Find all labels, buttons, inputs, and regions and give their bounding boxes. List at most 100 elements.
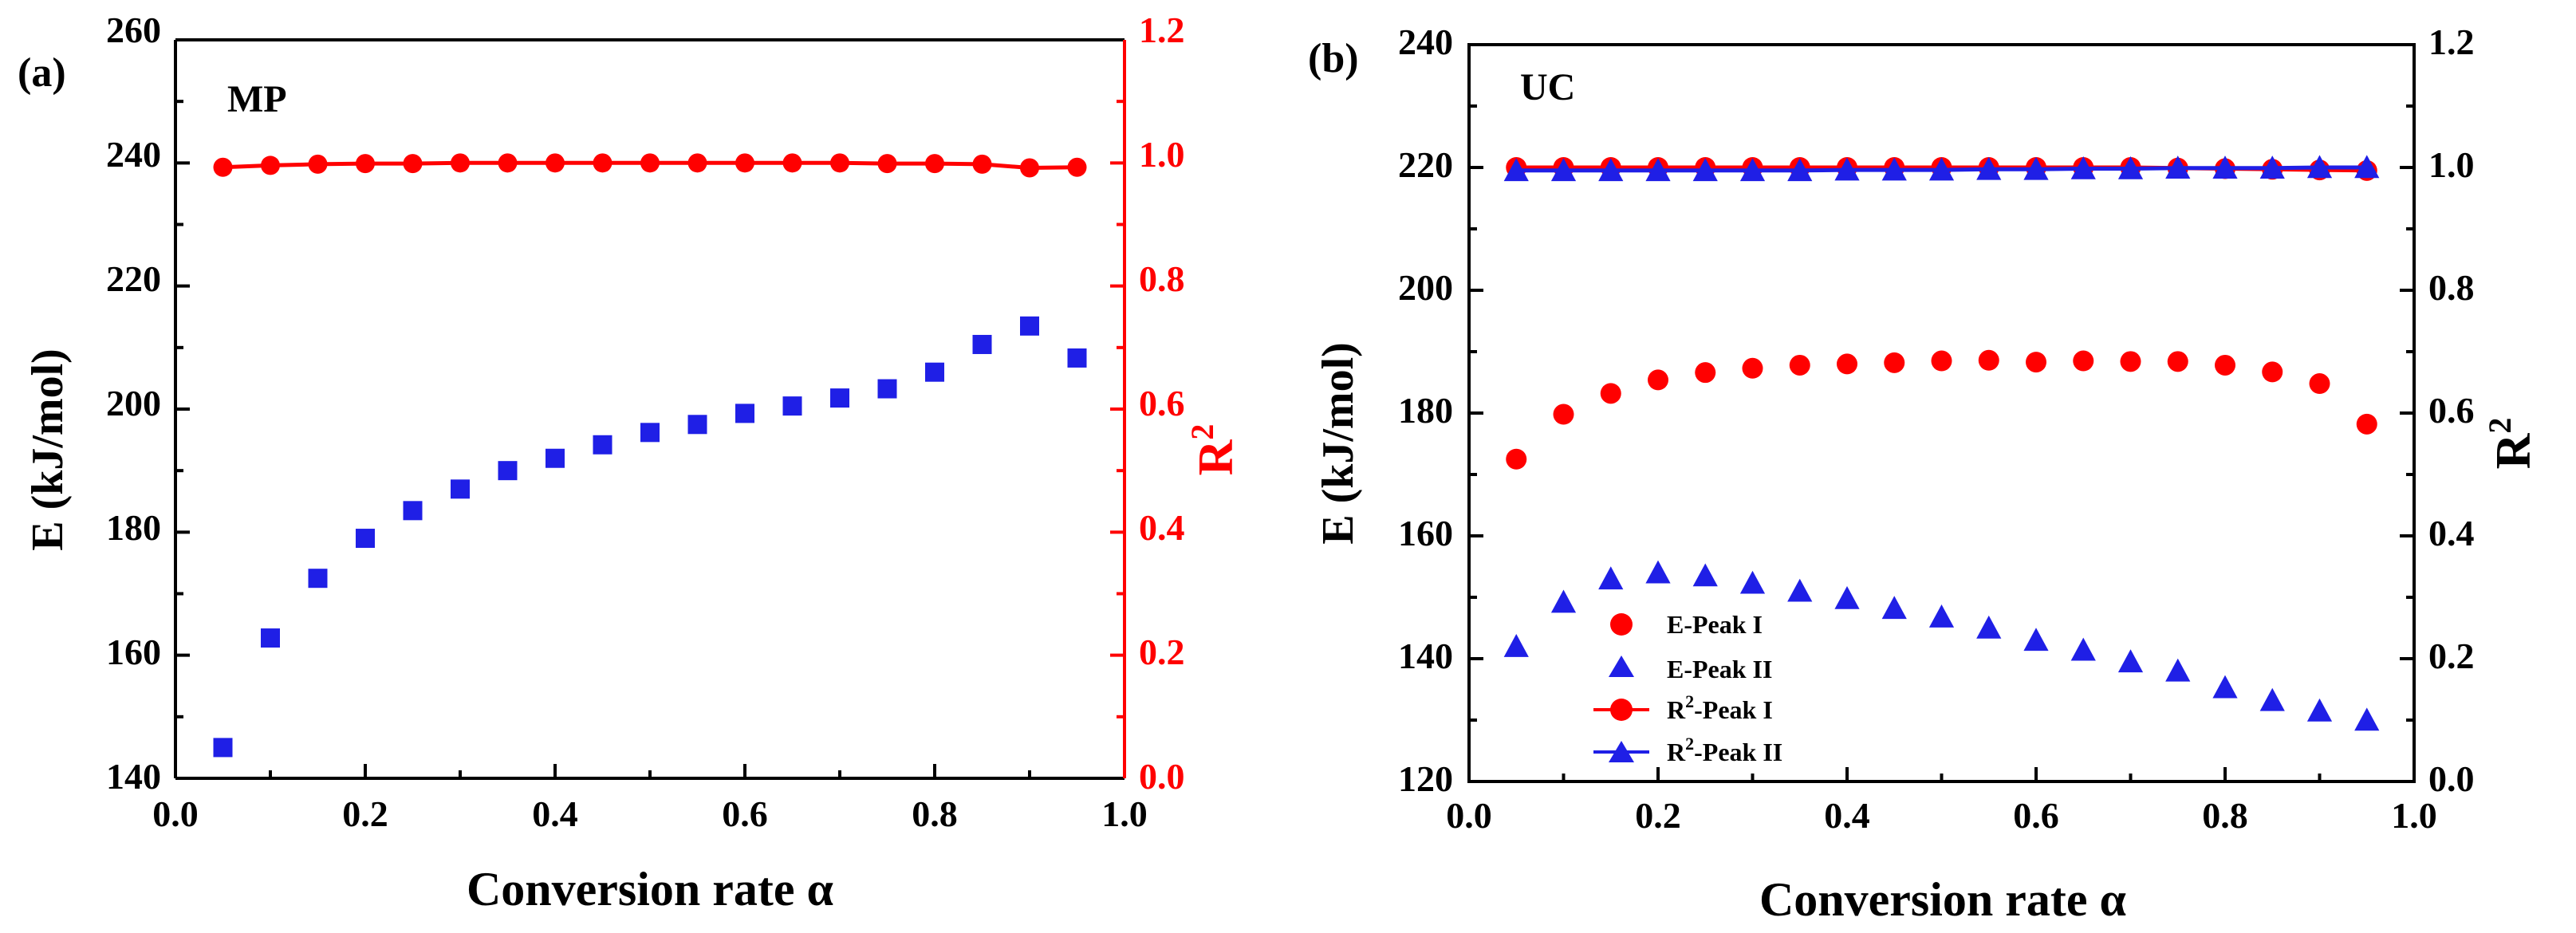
data-point-e-peak-ii (2165, 658, 2191, 682)
data-point-r2 (261, 156, 280, 175)
data-point-r2 (498, 153, 518, 173)
data-point-e (546, 448, 565, 468)
data-point-r2-peak-ii (2023, 156, 2049, 180)
data-point-r2-peak-ii (2070, 156, 2096, 179)
panel-b-legend: E-Peak I E-Peak II R2-Peak I R2-Peak II (1593, 610, 1782, 766)
panel-b-ytick-label: 220 (1398, 144, 1453, 185)
legend-label-r2-peak-i-sup: 2 (1685, 691, 1694, 711)
data-point-r2 (687, 153, 707, 173)
panel-a-ytick-label: 220 (106, 258, 161, 299)
panel-b-x-ticks (1467, 767, 2416, 781)
data-point-e-peak-ii (1503, 634, 1529, 657)
panel-b-ytick-label: 240 (1398, 22, 1453, 62)
data-point-e-peak-i (1506, 448, 1527, 470)
data-point-e (451, 479, 470, 499)
data-point-e-peak-ii (2259, 687, 2285, 711)
data-point-e (640, 423, 660, 443)
data-point-e (593, 435, 612, 455)
data-point-r2 (308, 154, 328, 174)
panel-b-xtick-label: 0.2 (1635, 795, 1681, 836)
data-point-r2-peak-ii (1598, 158, 1624, 182)
data-point-r2-peak-ii (1692, 158, 1718, 182)
panel-b-xtick-label: 0.4 (1824, 795, 1870, 836)
data-point-r2 (1020, 158, 1039, 178)
data-point-e-peak-ii (1928, 604, 1955, 628)
data-point-r2-peak-ii (2165, 156, 2191, 179)
panel-a-right-ticks (1110, 38, 1125, 780)
data-point-r2 (830, 153, 849, 173)
data-point-r2-peak-ii (2117, 156, 2144, 179)
data-point-e-peak-ii (1550, 589, 1577, 613)
panel-a: (a) MP 140 160 180 200 220 240 260 0.0 0… (18, 10, 1243, 915)
data-point-e-peak-i (1742, 357, 1763, 379)
legend-label-r2-peak-i: R2-Peak I (1667, 691, 1773, 724)
data-point-r2 (877, 154, 897, 174)
data-point-r2-peak-ii (1503, 158, 1529, 182)
data-point-e-peak-ii (1881, 596, 1907, 620)
panel-b: (b) UC 120 140 160 180 200 220 240 0.0 0… (1308, 22, 2541, 926)
panel-b-y2tick-label: 0.4 (2428, 513, 2475, 553)
panel-a-ytick-label: 160 (106, 632, 161, 672)
panel-b-x-axis-label: Conversion rate α (1759, 873, 2126, 926)
panel-b-xtick-label: 0.0 (1446, 795, 1492, 836)
data-point-e-peak-ii (1834, 585, 1860, 609)
legend-marker-e-peak-ii (1609, 655, 1634, 677)
panel-a-ytick-label: 200 (106, 383, 161, 423)
panel-b-ytick-label: 120 (1398, 758, 1453, 799)
panel-b-y2-axis-label: R2 (2482, 418, 2541, 470)
data-point-r2-peak-ii (2259, 156, 2285, 179)
panel-a-xtick-label: 1.0 (1101, 793, 1148, 834)
panel-b-y-axis-label: E (kJ/mol) (1314, 342, 1363, 545)
data-point-r2 (356, 154, 375, 174)
data-point-e-peak-i (2120, 351, 2141, 372)
data-point-r2 (735, 153, 754, 173)
data-point-e-peak-i (1884, 352, 1905, 373)
data-point-e (498, 461, 518, 481)
data-point-e-peak-ii (1645, 560, 1671, 584)
data-point-e-peak-i (2073, 350, 2094, 372)
data-point-e-peak-i (2167, 351, 2188, 372)
data-point-e-peak-i (2215, 354, 2235, 376)
panel-a-ytick-label: 240 (106, 134, 161, 175)
data-point-e (925, 362, 944, 382)
legend-marker-r2-peak-i (1610, 699, 1633, 721)
data-point-r2 (546, 153, 565, 173)
data-point-r2-peak-ii (1834, 157, 1860, 181)
data-point-r2 (925, 154, 944, 174)
legend-label-r2-peak-ii-base: R (1667, 738, 1686, 766)
data-point-e (1020, 316, 1039, 336)
data-point-e (972, 334, 992, 354)
panel-b-plot-area (1503, 155, 2380, 731)
panel-b-xtick-label: 1.0 (2391, 795, 2437, 836)
data-point-r2 (593, 153, 612, 173)
data-point-r2 (972, 154, 992, 174)
panel-b-ytick-label: 160 (1398, 513, 1453, 553)
panel-a-plot-area (213, 153, 1087, 758)
panel-a-y2-axis-label-sup: 2 (1184, 424, 1220, 440)
data-point-e-peak-i (1648, 369, 1668, 391)
panel-b-y2-axis-label-base: R (2487, 432, 2541, 469)
panel-b-y2-axis-label-sup: 2 (2482, 418, 2518, 434)
data-point-e-peak-i (1837, 353, 1857, 375)
panel-b-y2tick-label: 0.6 (2428, 390, 2475, 431)
panel-a-ytick-label: 260 (106, 10, 161, 50)
data-point-e-peak-i (1978, 349, 1999, 371)
data-point-e (261, 628, 280, 648)
panel-b-xtick-label: 0.8 (2202, 795, 2248, 836)
panel-a-xtick-label: 0.6 (722, 793, 768, 834)
legend-label-r2-peak-ii: R2-Peak II (1667, 734, 1782, 766)
panel-a-y2tick-label: 0.8 (1139, 258, 1185, 299)
panel-b-ytick-label: 140 (1398, 636, 1453, 676)
panel-a-xtick-label: 0.2 (342, 793, 388, 834)
panel-b-left-ticks (1469, 43, 1483, 783)
panel-a-left-tick-labels: 140 160 180 200 220 240 260 (106, 10, 161, 797)
data-point-e-peak-i (2356, 413, 2377, 435)
panel-a-x-ticks (174, 764, 1126, 778)
data-point-r2-peak-ii (2354, 155, 2380, 179)
panel-a-y2tick-label: 0.0 (1139, 756, 1185, 797)
panel-b-y2tick-label: 0.2 (2428, 636, 2475, 676)
data-point-r2-peak-ii (1645, 158, 1671, 182)
panel-a-y2tick-label: 0.4 (1139, 507, 1185, 548)
data-point-e-peak-i (1600, 383, 1621, 404)
data-point-e (830, 388, 849, 408)
